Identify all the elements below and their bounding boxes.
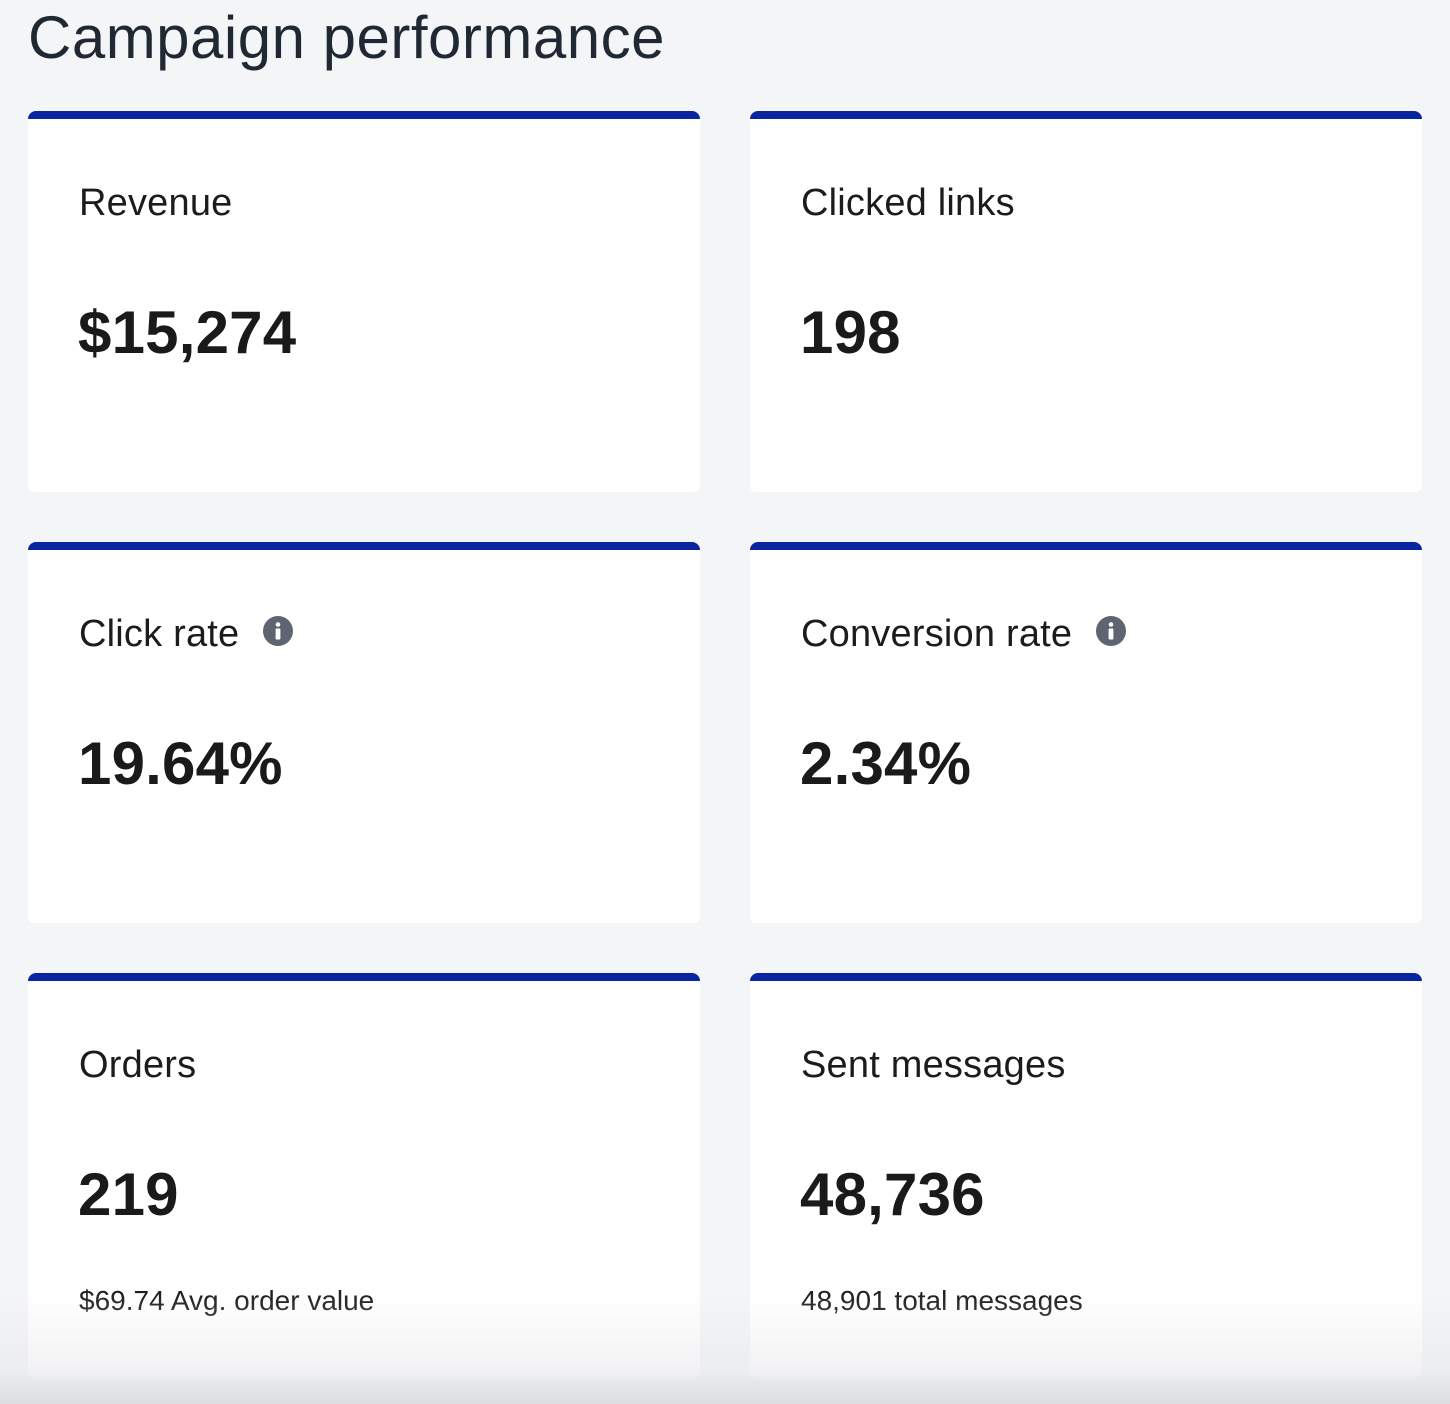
avg-order-value-text: $69.74 Avg. order value	[79, 1285, 375, 1316]
revenue-label: Revenue	[79, 182, 233, 224]
revenue-card: Revenue $15,274	[28, 111, 700, 492]
clicked-links-card: Clicked links 198	[750, 111, 1422, 492]
metrics-grid: Revenue $15,274 Clicked links 198 Click …	[28, 111, 1422, 1377]
conversion-rate-label: Conversion rate	[801, 613, 1073, 655]
card-header: Conversion rate	[801, 610, 1127, 658]
orders-label: Orders	[79, 1044, 197, 1086]
page-title: Campaign performance	[28, 4, 665, 71]
click-rate-label: Click rate	[79, 613, 240, 655]
card-header: Revenue	[79, 179, 233, 227]
click-rate-card: Click rate 19.64%	[28, 542, 700, 923]
clicked-links-label: Clicked links	[801, 182, 1015, 224]
info-icon[interactable]	[263, 616, 294, 646]
sent-messages-value: 48,736	[800, 1161, 985, 1228]
total-messages-text: 48,901 total messages	[801, 1285, 1083, 1316]
card-header: Orders	[79, 1041, 196, 1089]
click-rate-value: 19.64%	[78, 730, 283, 797]
card-header: Click rate	[79, 610, 294, 658]
orders-value: 219	[78, 1161, 179, 1228]
conversion-rate-card: Conversion rate 2.34%	[750, 542, 1422, 923]
card-header: Clicked links	[801, 179, 1015, 227]
sent-messages-card: Sent messages 48,736 48,901 total messag…	[750, 973, 1422, 1377]
card-header: Sent messages	[801, 1041, 1066, 1089]
conversion-rate-value: 2.34%	[800, 730, 972, 797]
revenue-value: $15,274	[78, 299, 297, 366]
sent-messages-label: Sent messages	[801, 1044, 1066, 1086]
clicked-links-value: 198	[800, 299, 901, 366]
orders-card: Orders 219 $69.74 Avg. order value	[28, 973, 700, 1377]
info-icon[interactable]	[1096, 616, 1127, 646]
